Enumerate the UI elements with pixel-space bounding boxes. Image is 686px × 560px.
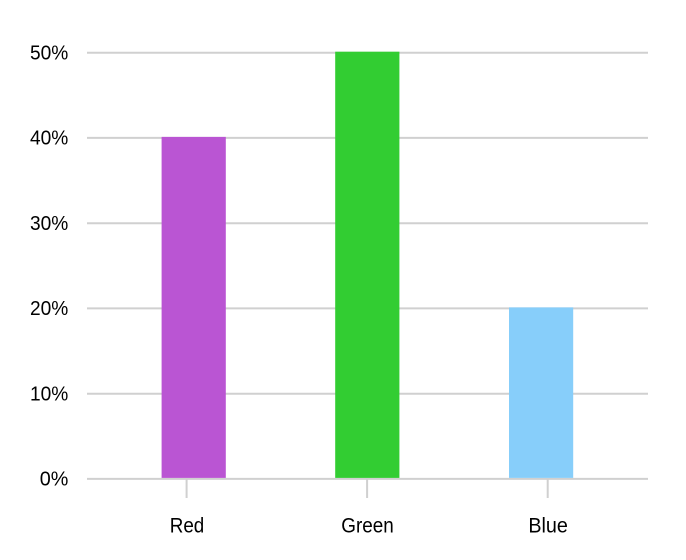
- svg-text:Red: Red: [170, 515, 205, 538]
- svg-text:0%: 0%: [40, 468, 69, 491]
- svg-text:Green: Green: [341, 515, 394, 538]
- svg-text:Blue: Blue: [528, 515, 568, 538]
- svg-text:10%: 10%: [30, 382, 68, 405]
- svg-text:40%: 40%: [30, 127, 68, 150]
- svg-text:50%: 50%: [30, 41, 68, 64]
- svg-text:20%: 20%: [30, 297, 68, 320]
- svg-text:30%: 30%: [30, 212, 68, 235]
